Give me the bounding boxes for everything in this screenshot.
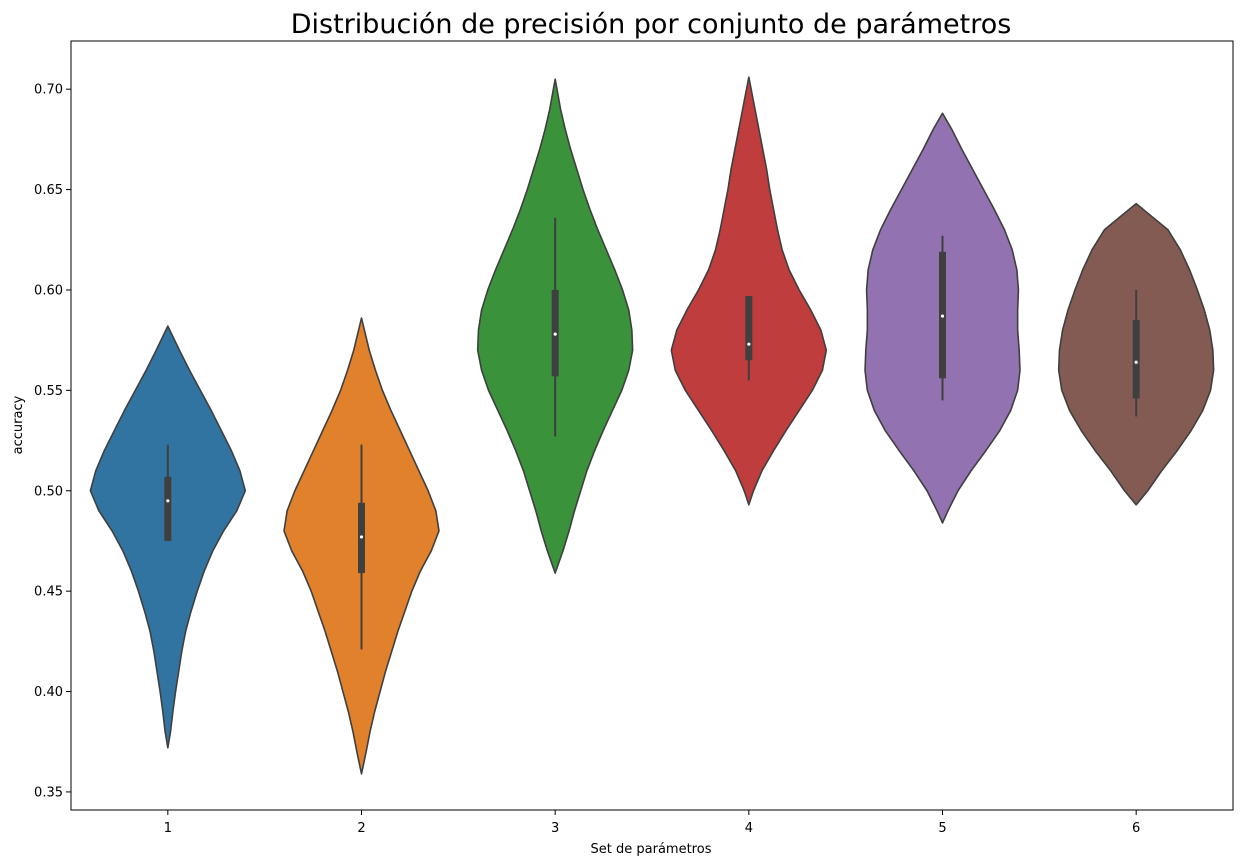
y-tick-label: 0.45 (34, 585, 63, 600)
x-tick-label: 6 (1132, 821, 1140, 836)
chart-title: Distribución de precisión por conjunto d… (291, 9, 1012, 40)
y-tick-label: 0.50 (34, 484, 63, 499)
x-tick-label: 3 (551, 821, 559, 836)
x-axis: 1 2 3 4 5 6 (164, 810, 1140, 836)
violin-body-4 (670, 76, 828, 506)
iqr-box-1 (164, 476, 172, 541)
median-point-6 (1134, 360, 1138, 364)
y-axis-label: accuracy (11, 395, 26, 454)
y-tick-label: 0.35 (34, 785, 63, 800)
x-tick-label: 5 (938, 821, 946, 836)
plot-frame (70, 40, 1234, 811)
iqr-box-6 (1132, 320, 1140, 399)
median-point-5 (940, 314, 945, 318)
y-tick-label: 0.40 (34, 685, 63, 700)
y-axis: 0.35 0.40 0.45 0.50 0.55 0.60 0.65 0.70 (34, 83, 71, 800)
median-point-4 (747, 342, 751, 346)
x-axis-label: Set de parámetros (591, 842, 712, 857)
y-tick-label: 0.70 (34, 83, 63, 98)
x-tick-label: 4 (745, 821, 753, 836)
median-point-3 (553, 332, 557, 336)
x-tick-label: 2 (357, 821, 365, 836)
y-tick-label: 0.55 (34, 384, 63, 399)
y-tick-label: 0.60 (34, 283, 63, 298)
median-point-1 (166, 499, 170, 503)
iqr-box-4 (745, 295, 753, 361)
median-point-2 (359, 535, 364, 539)
y-tick-label: 0.65 (34, 183, 63, 198)
x-tick-label: 1 (164, 821, 172, 836)
violin-layer (89, 76, 1215, 775)
